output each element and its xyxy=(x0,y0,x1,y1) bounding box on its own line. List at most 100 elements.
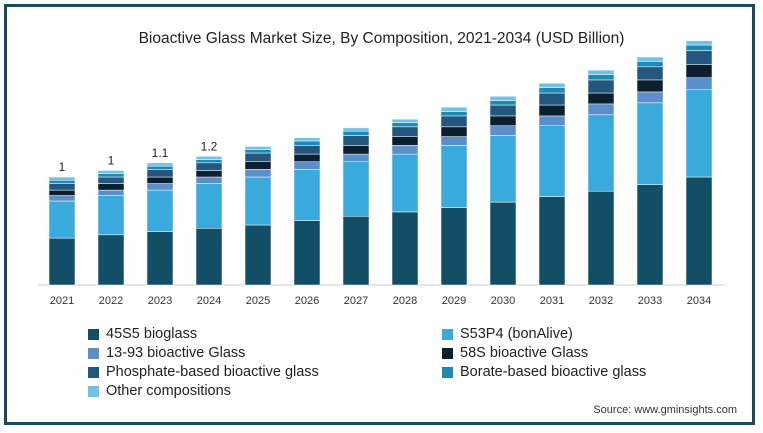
bar-segment-2027-series-3 xyxy=(342,145,370,155)
bar-segment-2026-series-6 xyxy=(293,137,321,142)
bar-segment-2030-series-6 xyxy=(489,96,517,101)
data-label-2023: 1.1 xyxy=(152,146,169,160)
bar-segment-2026-series-2 xyxy=(293,161,321,170)
x-tick-label: 2024 xyxy=(197,295,221,307)
x-tick-label: 2031 xyxy=(540,295,564,307)
bar-segment-2021-series-4 xyxy=(48,183,76,191)
bar-segment-2022-series-4 xyxy=(97,176,125,184)
bar-segment-2034-series-6 xyxy=(685,40,713,46)
x-tick-label: 2030 xyxy=(491,295,515,307)
bar-segment-2022-series-5 xyxy=(97,173,125,178)
bar-segment-2033-series-5 xyxy=(636,61,664,68)
bar-segment-2027-series-4 xyxy=(342,135,370,146)
bar-segment-2031-series-0 xyxy=(538,196,566,286)
bar-segment-2028-series-2 xyxy=(391,145,419,155)
bar-segment-2027-series-5 xyxy=(342,130,370,136)
bar-segment-2027-series-1 xyxy=(342,161,370,217)
bar-segment-2025-series-3 xyxy=(244,161,272,170)
bar-segment-2031-series-2 xyxy=(538,115,566,126)
bar-segment-2021-series-3 xyxy=(48,189,76,196)
bar-segment-2028-series-5 xyxy=(391,122,419,128)
bar-segment-2024-series-0 xyxy=(195,228,223,286)
bar-segment-2026-series-1 xyxy=(293,169,321,221)
bar-segment-2030-series-1 xyxy=(489,135,517,203)
bar-segment-2023-series-4 xyxy=(146,169,174,178)
x-tick-label: 2033 xyxy=(638,295,662,307)
bar-segment-2024-series-5 xyxy=(195,159,223,164)
source-note: Source: www.gminsights.com xyxy=(593,404,737,416)
bar-segment-2032-series-2 xyxy=(587,103,615,116)
bar-segment-2030-series-3 xyxy=(489,115,517,126)
bar-segment-2034-series-4 xyxy=(685,50,713,65)
bar-segment-2023-series-0 xyxy=(146,231,174,286)
bar-segment-2032-series-4 xyxy=(587,79,615,94)
x-tick-label: 2029 xyxy=(442,295,466,307)
bar-segment-2030-series-5 xyxy=(489,100,517,106)
bar-segment-2025-series-4 xyxy=(244,152,272,162)
bar-segment-2027-series-0 xyxy=(342,216,370,286)
x-tick-label: 2027 xyxy=(344,295,368,307)
bar-segment-2025-series-0 xyxy=(244,224,272,286)
bar-segment-2027-series-2 xyxy=(342,153,370,162)
bar-segment-2031-series-4 xyxy=(538,92,566,106)
bar-segment-2029-series-5 xyxy=(440,111,468,117)
chart-title: Bioactive Glass Market Size, By Composit… xyxy=(138,30,625,47)
bar-segment-2030-series-2 xyxy=(489,125,517,136)
bar-segment-2026-series-0 xyxy=(293,220,321,286)
bar-segment-2031-series-1 xyxy=(538,125,566,197)
bar-segment-2029-series-4 xyxy=(440,115,468,128)
bar-segment-2026-series-4 xyxy=(293,145,321,155)
bar-segment-2029-series-6 xyxy=(440,106,468,112)
bar-segment-2029-series-3 xyxy=(440,126,468,137)
bar-segment-2031-series-5 xyxy=(538,87,566,94)
bar-segment-2028-series-1 xyxy=(391,153,419,213)
bar-segment-2023-series-6 xyxy=(146,162,174,167)
bar-segment-2032-series-0 xyxy=(587,190,615,286)
bar-segment-2033-series-2 xyxy=(636,91,664,104)
x-tick-label: 2034 xyxy=(687,295,711,307)
bar-segment-2034-series-5 xyxy=(685,44,713,51)
bar-segment-2034-series-3 xyxy=(685,64,713,78)
bar-segment-2023-series-3 xyxy=(146,176,174,184)
data-label-2022: 1 xyxy=(108,153,115,167)
bar-segment-2029-series-2 xyxy=(440,136,468,146)
bar-segment-2021-series-6 xyxy=(48,176,76,181)
bar-segment-2028-series-6 xyxy=(391,118,419,123)
bar-segment-2025-series-2 xyxy=(244,169,272,178)
bar-segment-2033-series-0 xyxy=(636,184,664,286)
bar-segment-2033-series-1 xyxy=(636,102,664,185)
bar-segment-2033-series-6 xyxy=(636,56,664,62)
bar-segment-2024-series-4 xyxy=(195,162,223,171)
bar-segment-2024-series-1 xyxy=(195,183,223,229)
bar-segment-2024-series-3 xyxy=(195,170,223,178)
bar-segment-2032-series-5 xyxy=(587,74,615,81)
bar-segment-2028-series-4 xyxy=(391,126,419,137)
bar-segment-2029-series-1 xyxy=(440,145,468,208)
bar-segment-2034-series-2 xyxy=(685,77,713,90)
bar-segment-2032-series-3 xyxy=(587,92,615,105)
bar-segment-2034-series-1 xyxy=(685,89,713,178)
bar-segment-2027-series-6 xyxy=(342,127,370,132)
bar-segment-2022-series-3 xyxy=(97,183,125,191)
bar-segment-2033-series-3 xyxy=(636,79,664,93)
bar-segment-2024-series-6 xyxy=(195,156,223,160)
bar-segment-2030-series-4 xyxy=(489,104,517,117)
data-label-2021: 1 xyxy=(59,160,66,174)
bar-segment-2021-series-5 xyxy=(48,180,76,184)
x-tick-label: 2022 xyxy=(99,295,123,307)
bar-segment-2023-series-1 xyxy=(146,189,174,232)
bar-segment-2022-series-0 xyxy=(97,234,125,286)
bar-segment-2022-series-2 xyxy=(97,189,125,196)
bar-segment-2022-series-6 xyxy=(97,170,125,174)
bar-segment-2028-series-0 xyxy=(391,211,419,286)
bar-segment-2032-series-1 xyxy=(587,114,615,192)
x-tick-label: 2025 xyxy=(246,295,270,307)
bar-segment-2025-series-5 xyxy=(244,149,272,154)
x-tick-label: 2032 xyxy=(589,295,613,307)
bar-segment-2025-series-6 xyxy=(244,146,272,150)
bar-segment-2028-series-3 xyxy=(391,136,419,146)
bar-segment-2021-series-0 xyxy=(48,237,76,286)
bar-segment-2021-series-2 xyxy=(48,195,76,202)
bar-segment-2024-series-2 xyxy=(195,176,223,184)
